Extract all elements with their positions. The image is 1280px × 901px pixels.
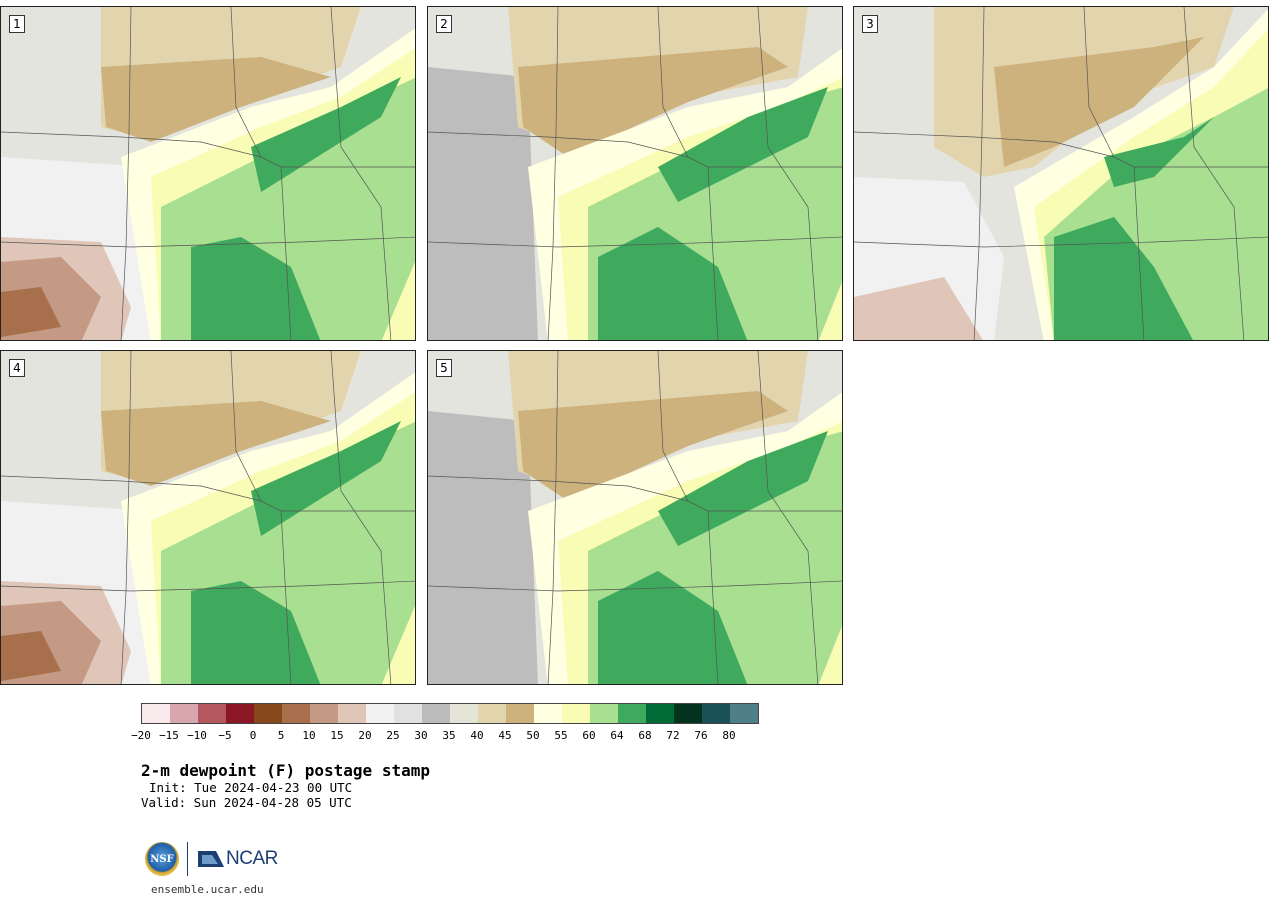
colorbar-swatch [450, 704, 478, 723]
colorbar-tick-label: 64 [610, 729, 624, 742]
logo-divider [187, 842, 188, 876]
colorbar-swatch [618, 704, 646, 723]
colorbar-tick-label: 20 [358, 729, 372, 742]
colorbar-tick-label: −20 [131, 729, 151, 742]
colorbar-swatch [702, 704, 730, 723]
colorbar-swatch [282, 704, 310, 723]
colorbar-swatch [674, 704, 702, 723]
colorbar-tick-label: 30 [414, 729, 428, 742]
init-time: Init: Tue 2024-04-23 00 UTC [149, 780, 353, 795]
panel-number: 4 [9, 359, 25, 377]
colorbar-swatch [478, 704, 506, 723]
colorbar-tick-label: 25 [386, 729, 400, 742]
colorbar-ticks: −20 −15 −10 −5 0 5 10 15 20 25 30 35 40 45 50 55 60 64 68 7… [131, 729, 771, 743]
colorbar-swatch [142, 704, 170, 723]
valid-time: Valid: Sun 2024-04-28 05 UTC [141, 795, 352, 810]
colorbar-swatch [590, 704, 618, 723]
colorbar-tick-label: 76 [694, 729, 708, 742]
dewpoint-map [1, 7, 415, 340]
colorbar-swatch [562, 704, 590, 723]
panel-number: 2 [436, 15, 452, 33]
colorbar-swatch [310, 704, 338, 723]
colorbar-tick-label: 35 [442, 729, 456, 742]
ncar-logo-text: NCAR [226, 848, 278, 869]
colorbar-swatch [730, 704, 758, 723]
colorbar-tick-label: 72 [666, 729, 680, 742]
colorbar-swatch [506, 704, 534, 723]
colorbar-tick-label: 60 [582, 729, 596, 742]
colorbar-swatch [338, 704, 366, 723]
colorbar-swatch [254, 704, 282, 723]
dewpoint-map [428, 7, 842, 340]
colorbar-tick-label: 40 [470, 729, 484, 742]
panel-number: 5 [436, 359, 452, 377]
nsf-logo-text: NSF [150, 853, 174, 865]
colorbar-swatch [366, 704, 394, 723]
colorbar-tick-label: 68 [638, 729, 652, 742]
map-panel-3: 3 [853, 6, 1269, 341]
nsf-logo: NSF [145, 842, 179, 876]
colorbar-swatch [198, 704, 226, 723]
panel-number: 3 [862, 15, 878, 33]
colorbar-swatch [422, 704, 450, 723]
ncar-logo: NCAR [198, 848, 278, 870]
site-url: ensemble.ucar.edu [151, 883, 264, 896]
panel-number: 1 [9, 15, 25, 33]
colorbar-tick-label: 80 [722, 729, 736, 742]
dewpoint-map [1, 351, 415, 684]
map-panel-2: 2 [427, 6, 843, 341]
colorbar-tick-label: 0 [249, 729, 257, 742]
logos: NSF NCAR [145, 842, 278, 876]
map-panel-4: 4 [0, 350, 416, 685]
colorbar-tick-label: 45 [498, 729, 512, 742]
colorbar-swatch [534, 704, 562, 723]
colorbar-tick-label: 50 [526, 729, 540, 742]
colorbar-tick-label: 55 [554, 729, 568, 742]
colorbar-swatch [226, 704, 254, 723]
colorbar-swatch [646, 704, 674, 723]
dewpoint-map [428, 351, 842, 684]
plot-title: 2-m dewpoint (F) postage stamp [141, 761, 430, 780]
map-panel-1: 1 [0, 6, 416, 341]
colorbar-tick-label: −5 [218, 729, 232, 742]
colorbar [141, 703, 759, 724]
ncar-mark-icon [198, 851, 224, 867]
colorbar-swatch [170, 704, 198, 723]
colorbar-tick-label: −15 [159, 729, 179, 742]
map-panel-5: 5 [427, 350, 843, 685]
dewpoint-map [854, 7, 1268, 340]
colorbar-tick-label: 5 [277, 729, 285, 742]
colorbar-swatch [394, 704, 422, 723]
colorbar-tick-label: −10 [187, 729, 207, 742]
colorbar-tick-label: 15 [330, 729, 344, 742]
colorbar-tick-label: 10 [302, 729, 316, 742]
